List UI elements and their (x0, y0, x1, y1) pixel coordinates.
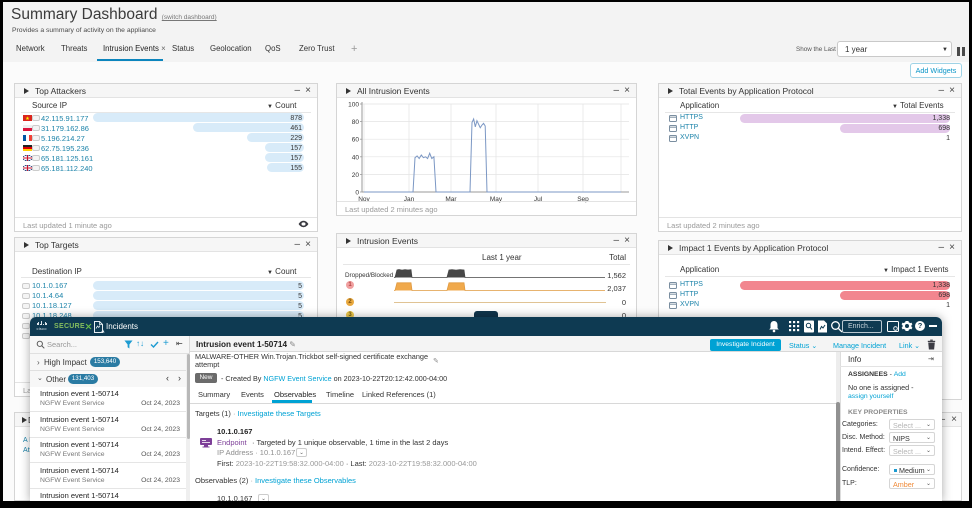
svg-text:40: 40 (352, 154, 360, 161)
svg-text:Mar: Mar (445, 196, 457, 203)
svg-text:80: 80 (352, 119, 360, 126)
svg-text:Jan: Jan (404, 196, 415, 203)
svg-text:★: ★ (25, 116, 30, 121)
svg-text:0: 0 (355, 190, 359, 197)
svg-text:Nov: Nov (358, 196, 370, 203)
svg-text:20: 20 (352, 172, 360, 179)
svg-text:Sep: Sep (577, 196, 589, 203)
svg-text:Jul: Jul (534, 196, 543, 203)
svg-text:60: 60 (352, 137, 360, 144)
svg-text:100: 100 (348, 102, 359, 109)
svg-text:May: May (490, 196, 503, 203)
